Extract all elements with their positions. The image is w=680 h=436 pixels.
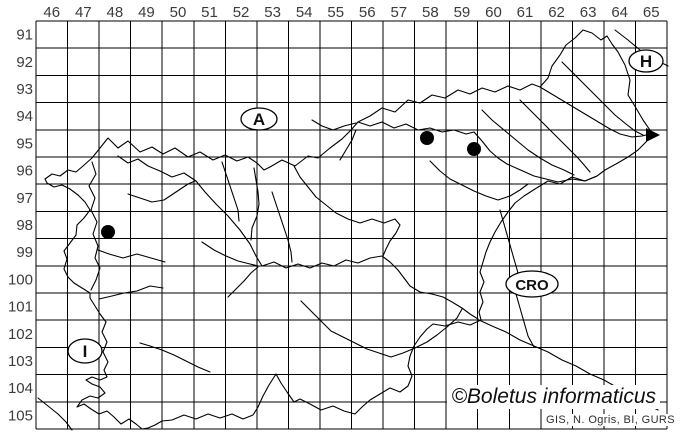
country-ellipse [67, 338, 103, 364]
river-line [88, 161, 101, 291]
column-label: 54 [296, 4, 313, 21]
occurrence-dot[interactable] [420, 131, 434, 145]
column-label: 63 [580, 4, 597, 21]
row-label: 95 [16, 135, 33, 152]
river-line [339, 129, 357, 161]
column-label: 48 [107, 4, 124, 21]
river-line [300, 300, 463, 358]
river-line [227, 266, 259, 298]
river-line [481, 109, 575, 176]
copyright-text: ©Boletus informaticus [447, 385, 660, 409]
column-label: 57 [390, 4, 407, 21]
river-line [429, 160, 529, 201]
river-line [98, 285, 164, 300]
river-line [221, 161, 240, 222]
country-ellipse [505, 270, 559, 298]
column-label: 58 [422, 4, 439, 21]
country-letter: CRO [515, 277, 549, 294]
row-label: 97 [16, 190, 33, 207]
map-outlines [37, 29, 669, 431]
river-line [519, 99, 591, 173]
grid-lines [35, 20, 668, 430]
column-label: 62 [548, 4, 565, 21]
river-line [139, 342, 211, 373]
row-label: 99 [16, 244, 33, 261]
column-label: 60 [485, 4, 502, 21]
row-label: 100 [8, 271, 33, 288]
grid-labels: 46 47 48 49 50 51 52 53 54 55 56 57 58 59 60 61 62 63 64 65… [8, 4, 660, 424]
occurrence-dot[interactable] [101, 225, 115, 239]
river-line [311, 119, 357, 131]
country-label-a: A [240, 107, 278, 131]
column-label: 51 [201, 4, 218, 21]
country-border [44, 29, 653, 430]
attribution-text: GIS, N. Ogris, BI, GURS [544, 414, 677, 426]
river-line [201, 241, 259, 267]
river-line [561, 61, 644, 136]
occurrence-dot[interactable] [467, 142, 481, 156]
country-ellipse [628, 49, 664, 73]
column-label: 59 [454, 4, 471, 21]
country-label-i: I [67, 338, 103, 364]
row-label: 96 [16, 163, 33, 180]
column-label: 49 [138, 4, 155, 21]
row-label: 101 [8, 299, 33, 316]
column-label: 46 [43, 4, 60, 21]
row-label: 105 [8, 407, 33, 424]
river-line [37, 397, 73, 431]
row-label: 91 [16, 27, 33, 44]
row-label: 104 [8, 380, 33, 397]
river-line [357, 121, 598, 183]
river-line [97, 249, 166, 263]
row-label: 93 [16, 81, 33, 98]
river-line [539, 86, 651, 138]
column-label: 52 [233, 4, 250, 21]
column-label: 65 [643, 4, 660, 21]
river-line [127, 180, 196, 203]
country-label-cro: CRO [505, 270, 559, 298]
river-line [271, 191, 293, 263]
row-label: 98 [16, 217, 33, 234]
country-ellipse [240, 107, 278, 131]
column-label: 64 [611, 4, 628, 21]
country-letter: H [640, 52, 652, 71]
occurrence-points [101, 131, 481, 239]
country-letter: I [83, 342, 88, 361]
column-label: 61 [517, 4, 534, 21]
column-label: 47 [75, 4, 92, 21]
row-label: 102 [8, 326, 33, 343]
column-label: 50 [170, 4, 187, 21]
row-label: 94 [16, 108, 33, 125]
column-label: 55 [327, 4, 344, 21]
river-line [250, 167, 260, 241]
country-letter: A [253, 110, 265, 129]
column-label: 56 [359, 4, 376, 21]
river-line [117, 155, 479, 320]
column-label: 53 [264, 4, 281, 21]
row-label: 92 [16, 54, 33, 71]
country-label-h: H [628, 49, 664, 73]
border-exit-arrow [646, 128, 660, 142]
river-line [293, 165, 401, 257]
row-label: 103 [8, 353, 33, 370]
